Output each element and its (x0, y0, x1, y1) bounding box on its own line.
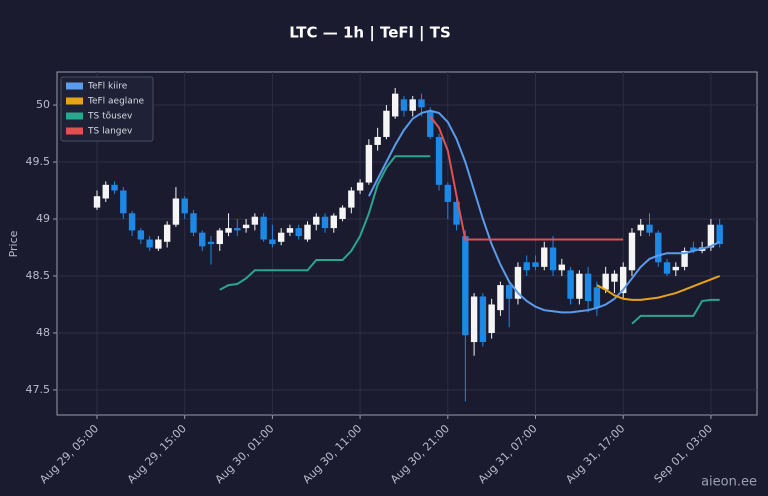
candle-body (663, 262, 671, 274)
legend-swatch (66, 82, 83, 90)
candle-body (330, 215, 337, 229)
candle-body (225, 228, 232, 233)
candle-body (242, 224, 250, 229)
candle-body (365, 144, 373, 183)
y-tick-label: 48 (36, 326, 50, 339)
candle-body (146, 239, 153, 248)
candle-body (383, 110, 390, 137)
candle-body (584, 273, 592, 302)
candle-body (348, 190, 355, 208)
candle-body (707, 224, 715, 248)
candle-body (356, 182, 364, 191)
candle-body (681, 250, 688, 267)
candle-body (339, 207, 346, 219)
legend: TeFl kiire TeFl aeglane TS tõusev TS langev (60, 76, 154, 142)
y-tick-label: 49.5 (26, 155, 51, 168)
candle-body (295, 228, 302, 237)
candle-body (637, 224, 644, 231)
candle-body (514, 266, 522, 299)
candle-body (435, 136, 443, 185)
candle-body (690, 247, 697, 251)
candle-body (277, 232, 285, 242)
candle-body (102, 184, 109, 199)
candle-body (190, 213, 197, 233)
series-line (429, 115, 624, 241)
legend-swatch (66, 97, 83, 105)
series-line (368, 109, 721, 314)
candle-body (620, 266, 627, 294)
plot-area (56, 71, 758, 416)
candle-body (628, 232, 636, 271)
candle-body (549, 247, 557, 271)
candle-body (541, 247, 548, 267)
candle-body (199, 232, 206, 247)
candle-body (207, 241, 215, 245)
y-tick-label: 47.5 (26, 383, 51, 396)
candle-body (137, 230, 145, 240)
candle-body (111, 184, 118, 191)
candle-body (321, 216, 329, 229)
candle-body (313, 216, 320, 225)
candle-body (558, 264, 566, 271)
candle-body (304, 224, 311, 240)
legend-label: TeFl kiire (87, 82, 128, 92)
candle-body (400, 99, 408, 111)
candle-body (418, 99, 425, 108)
legend-label: TS langev (87, 127, 133, 137)
legend-label: TeFl aeglane (87, 97, 145, 107)
legend-swatch (66, 112, 83, 120)
y-tick-label: 49 (36, 212, 50, 225)
candle-body (181, 198, 188, 214)
legend-swatch (66, 127, 83, 135)
candle-body (286, 228, 294, 233)
candle-body (427, 110, 434, 137)
series-line (596, 275, 721, 301)
candle-body (251, 216, 259, 225)
candle-body (93, 196, 101, 208)
legend-label: TS tõusev (87, 112, 133, 122)
legend-box (60, 76, 154, 142)
candle-body (128, 213, 136, 231)
candle-body (120, 190, 127, 214)
candle-body (155, 239, 162, 249)
candle-body (374, 136, 381, 145)
candle-body (462, 236, 469, 336)
candle-body (234, 228, 241, 231)
watermark: aieon.ee (701, 475, 757, 490)
candle-body (453, 201, 460, 225)
candle-body (576, 273, 583, 299)
y-axis-label: Price (7, 230, 20, 257)
candle-body (488, 304, 495, 333)
candle-body (602, 273, 609, 290)
y-tick-label: 48.5 (26, 269, 51, 282)
y-tick-label: 50 (36, 98, 50, 111)
candle-body (409, 99, 416, 111)
candle-body (646, 224, 653, 233)
candle-body (523, 262, 530, 271)
candle-body (172, 198, 180, 225)
candle-body (216, 230, 223, 245)
candle-body (470, 296, 478, 343)
candle-body (593, 287, 601, 308)
candle-body (532, 262, 539, 267)
candle-body (163, 224, 171, 242)
chart-title: LTC — 1h | TeFl | TS (289, 24, 451, 43)
candle-body (716, 224, 723, 245)
series-line (219, 155, 431, 291)
series-line (631, 298, 720, 325)
candle-body (497, 285, 504, 311)
candle-body (611, 273, 618, 282)
candle-body (567, 270, 574, 299)
candle-body (505, 285, 513, 299)
candle-body (444, 184, 451, 202)
candle-body (269, 239, 276, 245)
candle-body (391, 93, 399, 117)
candle-body (672, 266, 680, 271)
candle-body (260, 216, 267, 240)
candle-body (479, 296, 487, 343)
candle-body (655, 232, 662, 263)
